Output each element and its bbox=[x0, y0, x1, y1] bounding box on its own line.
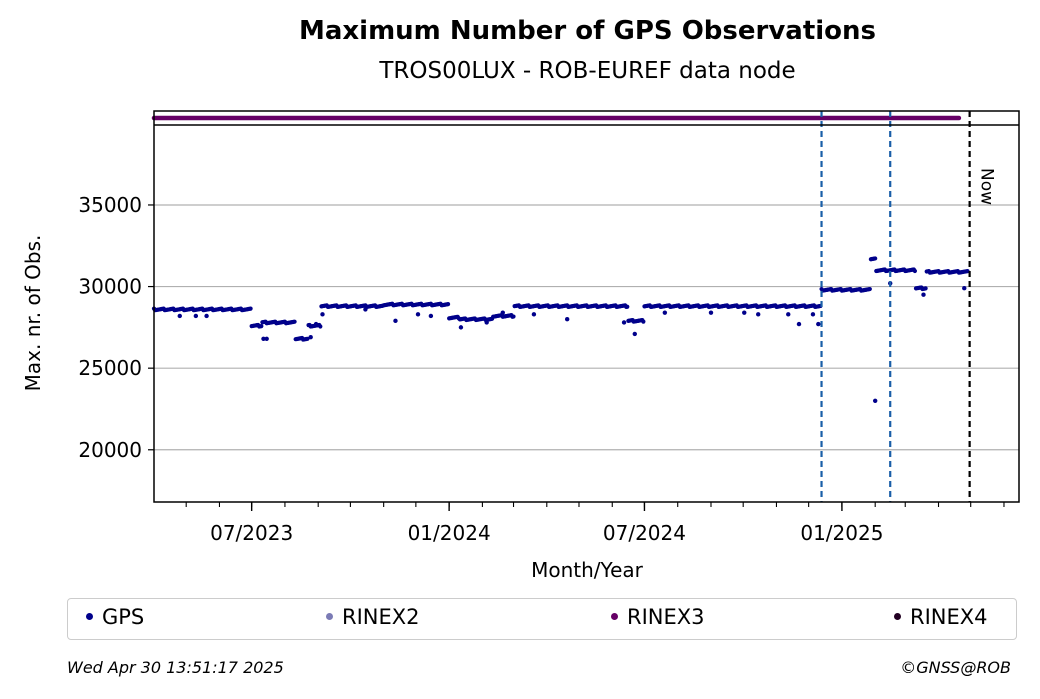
data-point-outlier bbox=[320, 312, 325, 317]
data-point bbox=[511, 314, 516, 319]
data-point-outlier bbox=[458, 325, 464, 330]
legend-marker-rinex4 bbox=[894, 612, 901, 620]
legend-item-rinex4: RINEX4 bbox=[894, 605, 988, 629]
data-point-outlier bbox=[662, 310, 668, 315]
data-point-outlier bbox=[313, 321, 319, 327]
marker-label-now: Now bbox=[977, 168, 997, 205]
y-tick-label: 30000 bbox=[78, 275, 142, 299]
data-point-outlier bbox=[428, 313, 434, 319]
grid-lines bbox=[154, 204, 1019, 451]
legend-item-gps: GPS bbox=[86, 605, 144, 629]
data-point-outlier bbox=[708, 310, 714, 315]
data-point-outlier bbox=[531, 312, 537, 317]
x-axis-label: Month/Year bbox=[531, 558, 644, 582]
legend-label-rinex2: RINEX2 bbox=[342, 605, 420, 629]
axes: 20000 25000 30000 35000 07/2023 01/2024 07/202… bbox=[78, 110, 1020, 545]
legend-label-gps: GPS bbox=[102, 605, 145, 629]
x-tick-label: 01/2024 bbox=[408, 521, 491, 545]
data-point-outlier bbox=[796, 321, 802, 327]
legend-item-rinex3: RINEX3 bbox=[611, 605, 705, 629]
legend-label-rinex3: RINEX3 bbox=[627, 605, 705, 629]
legend-item-rinex2: RINEX2 bbox=[326, 605, 420, 629]
gps-series bbox=[151, 256, 970, 404]
data-point-outlier bbox=[393, 318, 398, 324]
legend-marker-gps bbox=[86, 612, 93, 620]
data-point-outlier bbox=[308, 334, 313, 340]
data-point bbox=[259, 324, 264, 329]
data-point-outlier bbox=[500, 310, 505, 315]
data-point-outlier bbox=[921, 292, 926, 297]
data-point-outlier bbox=[261, 336, 266, 341]
data-point-outlier bbox=[632, 331, 637, 337]
data-point bbox=[305, 336, 310, 341]
legend-marker-rinex3 bbox=[611, 612, 618, 620]
legend-label-rinex4: RINEX4 bbox=[910, 605, 988, 629]
data-point bbox=[445, 302, 451, 307]
plot-frame bbox=[153, 110, 1020, 503]
data-point bbox=[292, 319, 297, 324]
data-point-outlier bbox=[484, 320, 489, 325]
data-point bbox=[318, 324, 323, 329]
data-point-outlier bbox=[363, 307, 368, 312]
data-point-outlier bbox=[816, 321, 821, 327]
timestamp: Wed Apr 30 13:51:17 2025 bbox=[67, 658, 284, 677]
legend-marker-rinex2 bbox=[326, 612, 333, 620]
data-point-outlier bbox=[264, 336, 269, 341]
y-axis-label: Max. nr. of Obs. bbox=[21, 235, 45, 392]
data-point bbox=[641, 319, 646, 324]
chart-title: Maximum Number of GPS Observations bbox=[298, 16, 877, 46]
data-point bbox=[912, 268, 918, 274]
x-tick-label: 07/2024 bbox=[603, 521, 686, 545]
data-point bbox=[867, 286, 872, 292]
data-point bbox=[873, 256, 878, 261]
data-point-outlier bbox=[962, 286, 967, 291]
y-tick-label: 25000 bbox=[78, 356, 142, 380]
legend: GPS RINEX2 RINEX3 RINEX4 bbox=[67, 598, 1017, 640]
vertical-markers: Now bbox=[820, 111, 997, 502]
data-point-outlier bbox=[872, 398, 878, 404]
x-tick-label: 07/2023 bbox=[210, 521, 293, 545]
chart-subtitle: TROS00LUX - ROB-EUREF data node bbox=[379, 58, 796, 84]
data-point-outlier bbox=[177, 313, 182, 319]
data-point-outlier bbox=[415, 312, 421, 317]
data-point bbox=[248, 306, 253, 311]
data-point-outlier bbox=[204, 313, 209, 319]
data-point-outlier bbox=[756, 312, 761, 317]
data-point bbox=[923, 286, 928, 291]
credit: ©GNSS@ROB bbox=[900, 658, 1011, 677]
data-point-outlier bbox=[810, 312, 816, 317]
y-tick-label: 20000 bbox=[78, 438, 142, 462]
y-tick-label: 35000 bbox=[78, 193, 142, 217]
data-point-outlier bbox=[193, 313, 199, 319]
data-point-outlier bbox=[564, 317, 570, 322]
data-point-outlier bbox=[786, 312, 791, 317]
data-point-outlier bbox=[742, 310, 747, 315]
x-tick-label: 01/2025 bbox=[800, 521, 883, 545]
data-point bbox=[625, 304, 630, 309]
data-point-outlier bbox=[621, 320, 627, 325]
